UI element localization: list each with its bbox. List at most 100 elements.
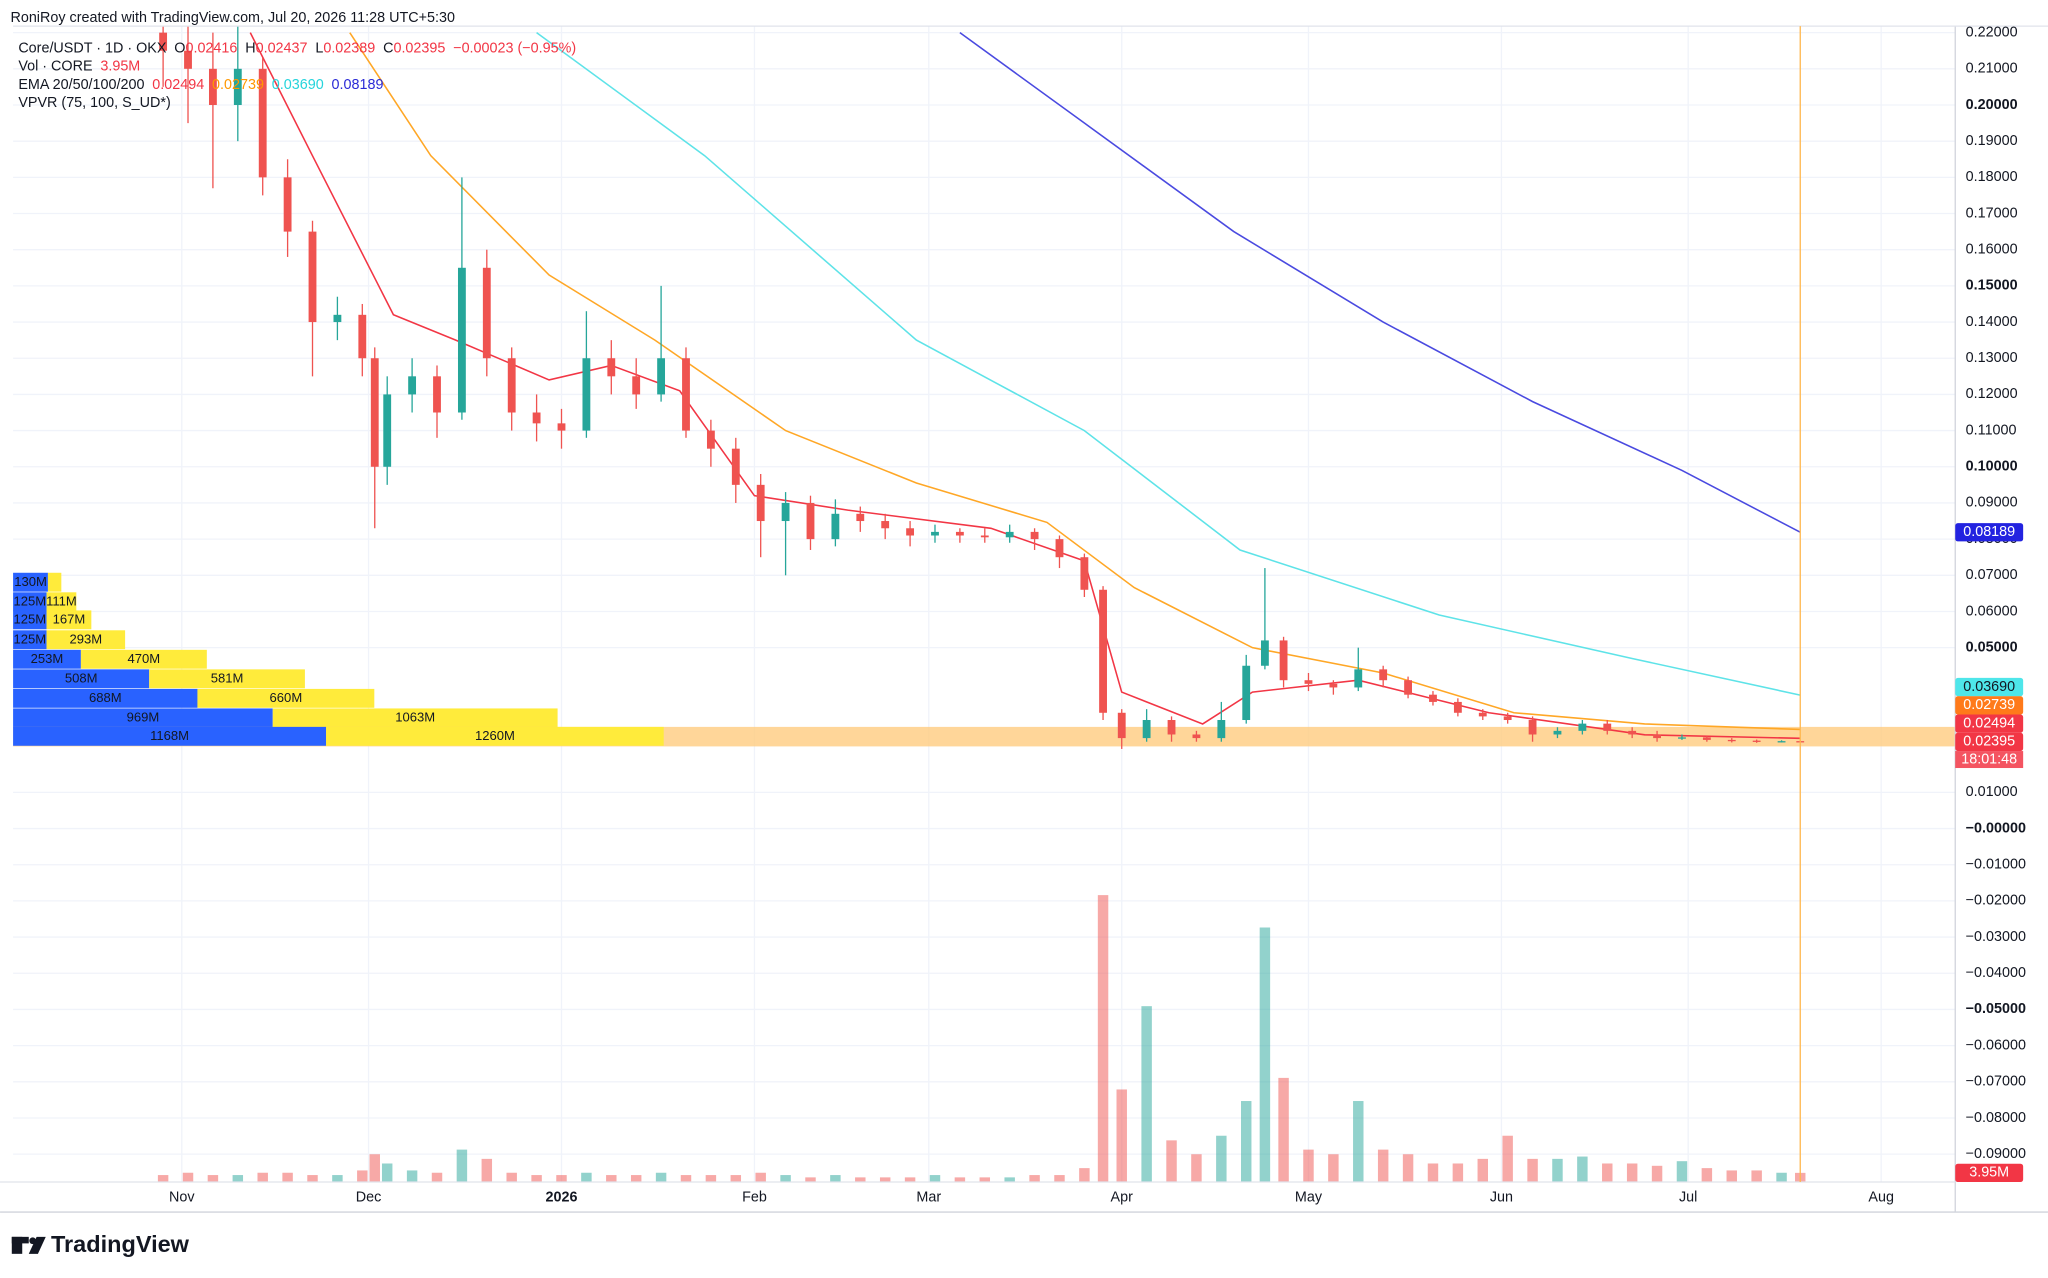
ema-line xyxy=(536,32,1801,696)
x-tick-label: Aug xyxy=(1868,1189,1894,1205)
price-tag-label: 0.02739 xyxy=(1963,697,2015,713)
candle-body xyxy=(1030,531,1039,540)
y-tick-label: −0.01000 xyxy=(1966,857,2026,873)
volume-bar xyxy=(1676,1161,1688,1183)
x-tick-label: Apr xyxy=(1111,1189,1134,1205)
legend-text: O xyxy=(174,40,185,56)
candle-body xyxy=(1117,712,1126,739)
volume-bar xyxy=(954,1177,966,1183)
volume-bar xyxy=(1626,1163,1638,1183)
volume-bar xyxy=(1241,1101,1252,1183)
candle-body xyxy=(532,412,541,424)
candle-body xyxy=(1192,734,1201,739)
volume-bar xyxy=(1577,1156,1588,1183)
vpvr-up xyxy=(13,688,198,708)
vpvr-up xyxy=(13,669,150,689)
y-tick-label: −0.00000 xyxy=(1966,820,2026,836)
candle-body xyxy=(1080,557,1089,590)
vpvr-label: 125M xyxy=(14,612,47,627)
volume-bar xyxy=(879,1177,891,1183)
candle-body xyxy=(607,358,616,377)
volume-bar xyxy=(1029,1175,1040,1183)
vpvr-label: 470M xyxy=(128,651,161,666)
volume-bar xyxy=(581,1172,592,1183)
candle-body xyxy=(557,423,566,431)
volume-tag-label: 3.95M xyxy=(1969,1165,2009,1181)
vpvr-down xyxy=(47,572,62,592)
y-tick-label: −0.06000 xyxy=(1966,1037,2026,1053)
candle-body xyxy=(184,50,192,69)
vpvr-up xyxy=(13,726,327,746)
legend-row: Vol · CORE 3.95M xyxy=(18,58,140,74)
candle-body xyxy=(1478,712,1487,717)
legend-text: 0.08189 xyxy=(332,77,384,93)
vpvr-up xyxy=(13,649,81,669)
x-tick-label: May xyxy=(1295,1189,1323,1205)
vpvr-down xyxy=(80,649,207,669)
vpvr-label: 688M xyxy=(89,690,122,705)
vpvr-label: 167M xyxy=(53,612,86,627)
vpvr-down xyxy=(272,708,558,728)
candle-body xyxy=(308,231,317,323)
y-tick-label: −0.09000 xyxy=(1966,1146,2026,1162)
y-tick-label: 0.15000 xyxy=(1966,278,2018,294)
vpvr-down xyxy=(46,610,92,630)
x-tick-label: Dec xyxy=(356,1189,382,1205)
volume-bar xyxy=(830,1175,841,1183)
volume-bar xyxy=(1776,1172,1787,1183)
y-tick-label: 0.21000 xyxy=(1966,61,2018,77)
candle-body xyxy=(1528,720,1537,735)
price-tag xyxy=(1955,677,2024,697)
candle-body xyxy=(831,513,840,540)
volume-bar xyxy=(531,1175,542,1183)
legend-row: EMA 20/50/100/200 0.02494 0.02739 0.03690 0.… xyxy=(18,77,383,93)
y-tick-label: −0.02000 xyxy=(1966,893,2026,909)
x-tick-label: Mar xyxy=(916,1189,941,1205)
vpvr-label: 1168M xyxy=(150,728,189,743)
candle-body xyxy=(1727,739,1736,742)
volume-bar xyxy=(630,1175,642,1183)
vpvr-label: 125M xyxy=(14,632,47,647)
candle-body xyxy=(682,358,690,431)
legend-text: 0.02416 xyxy=(185,40,237,56)
volume-bar xyxy=(332,1175,343,1183)
candle-body xyxy=(1354,669,1363,688)
vpvr-label: 1260M xyxy=(475,728,515,743)
candle-body xyxy=(806,502,815,540)
legend-text: VPVR (75, 100, S_UD*) xyxy=(18,95,170,111)
volume-bar xyxy=(730,1175,742,1183)
candle-body xyxy=(1167,720,1176,735)
volume-bar xyxy=(1377,1149,1389,1183)
vpvr-up xyxy=(13,708,273,728)
candle-body xyxy=(333,314,342,323)
legend-text: −0.00023 (−0.95%) xyxy=(453,40,576,56)
candle-body xyxy=(1142,720,1151,739)
price-tag-label: 0.03690 xyxy=(1963,679,2015,695)
candle-body xyxy=(1603,723,1612,731)
vpvr-label: 969M xyxy=(127,710,160,725)
logo-part xyxy=(28,1236,46,1254)
legend-text: C xyxy=(383,40,393,56)
volume-bar xyxy=(207,1175,219,1183)
y-tick-label: 0.17000 xyxy=(1966,205,2018,221)
price-tag-label: 0.02494 xyxy=(1963,715,2015,731)
volume-bar xyxy=(1141,1006,1152,1183)
y-tick-label: 0.11000 xyxy=(1966,422,2017,438)
legend-text: 3.95M xyxy=(100,58,140,74)
volume-bar xyxy=(1477,1158,1488,1183)
volume-bar xyxy=(431,1172,443,1183)
legend-text: EMA 20/50/100/200 xyxy=(18,77,144,93)
candle-body xyxy=(781,502,790,522)
candle-body xyxy=(1099,589,1107,713)
volume-bar xyxy=(257,1172,268,1183)
y-tick-label: −0.03000 xyxy=(1966,929,2026,945)
price-tag-label: 0.02395 xyxy=(1963,734,2015,750)
volume-bar xyxy=(307,1175,318,1183)
volume-bar xyxy=(1552,1158,1563,1183)
volume-bar xyxy=(1054,1175,1065,1183)
volume-bar xyxy=(456,1149,468,1183)
volume-bar xyxy=(655,1172,667,1183)
x-tick-label: Nov xyxy=(169,1189,195,1205)
